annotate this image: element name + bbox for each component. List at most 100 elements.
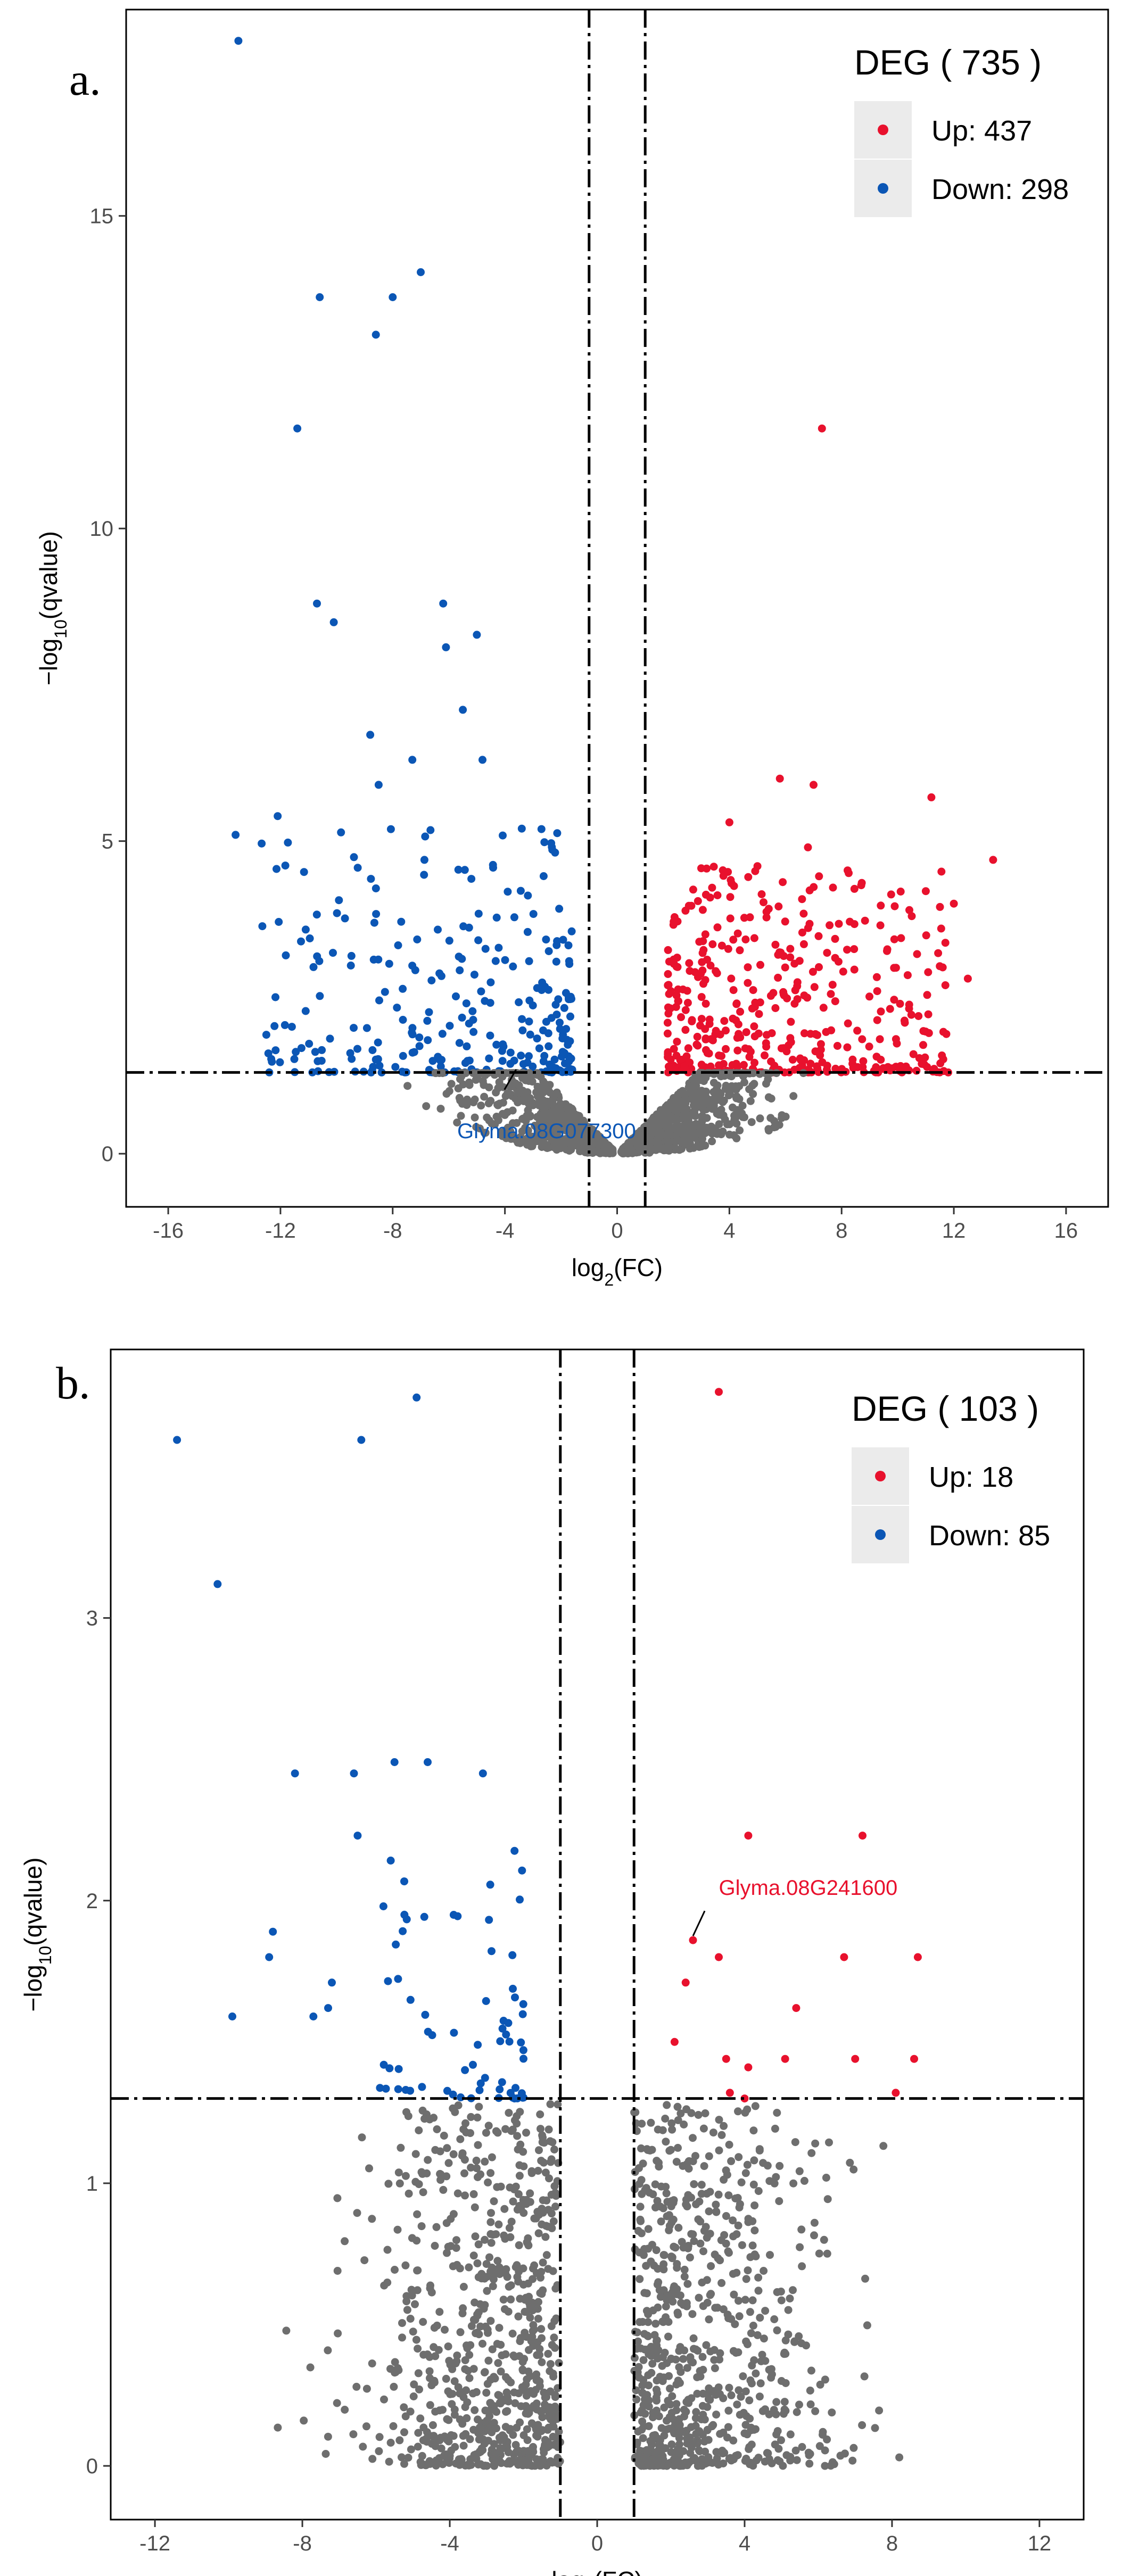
ns-point: [500, 2396, 508, 2405]
up-point: [810, 781, 818, 789]
down-point: [567, 927, 576, 935]
ns-point: [489, 2282, 497, 2290]
down-point: [519, 1060, 527, 1068]
up-point: [819, 1004, 828, 1012]
ns-point: [534, 2167, 542, 2175]
ns-point: [496, 1099, 504, 1108]
down-point: [424, 2027, 432, 2036]
ns-point: [650, 1127, 659, 1135]
ns-point: [798, 2443, 806, 2451]
ns-point: [754, 2273, 763, 2282]
up-point: [799, 940, 808, 948]
up-point: [706, 962, 715, 970]
ns-point: [729, 2436, 738, 2445]
up-point: [890, 935, 898, 943]
ns-point: [532, 2431, 540, 2440]
ns-point: [368, 2359, 376, 2368]
ns-point: [659, 2462, 667, 2470]
ns-point: [698, 2353, 707, 2361]
ns-point: [640, 2395, 649, 2404]
down-point: [529, 1001, 537, 1009]
ns-point: [709, 2128, 717, 2137]
ns-point: [715, 2116, 723, 2124]
down-point: [516, 1895, 524, 1904]
ns-point: [748, 1081, 757, 1090]
ns-point: [771, 2124, 779, 2133]
ns-point: [653, 2157, 661, 2165]
ns-point: [673, 1098, 681, 1107]
up-point: [702, 1035, 710, 1043]
ns-point: [511, 2399, 519, 2407]
ns-point: [744, 2266, 752, 2275]
down-point: [270, 1022, 279, 1030]
ns-point: [398, 2453, 406, 2462]
ns-point: [754, 2187, 763, 2195]
down-point: [213, 1580, 222, 1588]
ns-point: [488, 2345, 497, 2354]
ns-point: [706, 2188, 714, 2196]
ns-point: [674, 2116, 682, 2124]
down-point: [353, 864, 362, 872]
up-point: [892, 2089, 900, 2097]
ns-point: [698, 2455, 706, 2463]
ns-point: [391, 2358, 399, 2366]
up-point: [839, 967, 847, 976]
ns-point: [480, 2368, 489, 2376]
ns-point: [828, 2408, 836, 2417]
ns-point: [760, 2334, 768, 2343]
ns-point: [654, 2354, 662, 2363]
ns-point: [731, 1114, 740, 1122]
down-point: [477, 987, 485, 996]
up-point: [736, 946, 744, 955]
ns-point: [654, 2265, 662, 2273]
ns-point: [454, 2101, 463, 2109]
ns-point: [486, 2375, 495, 2384]
ns-point: [454, 2383, 463, 2391]
ns-point: [457, 2455, 465, 2463]
up-point: [749, 986, 757, 995]
ns-point: [774, 2445, 783, 2453]
down-point: [417, 268, 425, 276]
ns-point: [507, 2378, 515, 2387]
down-point: [262, 1031, 270, 1039]
down-point: [556, 1018, 564, 1027]
legend-label-down: Down: 85: [929, 1520, 1050, 1552]
up-point: [909, 1050, 918, 1058]
y-tick-label: 15: [90, 205, 114, 228]
ns-point: [770, 2315, 779, 2323]
down-point: [305, 1040, 313, 1048]
ns-point: [698, 1117, 706, 1126]
ns-point: [702, 1074, 710, 1082]
ns-point: [514, 2312, 523, 2321]
up-point: [715, 1953, 723, 1961]
up-point: [818, 1058, 827, 1066]
ns-point: [500, 2433, 508, 2441]
ns-point: [665, 2226, 673, 2234]
ns-point: [606, 1145, 614, 1153]
ns-point: [419, 2318, 427, 2326]
ns-point: [684, 1141, 692, 1149]
down-point: [394, 2065, 403, 2073]
ns-point: [409, 2327, 417, 2336]
ns-point: [736, 1126, 744, 1134]
up-point: [963, 974, 972, 983]
ns-point: [486, 2317, 495, 2325]
ns-point: [746, 2414, 754, 2423]
ns-point: [745, 2396, 754, 2405]
down-point: [518, 1866, 526, 1875]
down-point: [486, 978, 495, 987]
ns-point: [780, 2348, 789, 2357]
down-point: [501, 956, 509, 964]
ns-point: [654, 2125, 662, 2134]
down-point: [436, 1056, 444, 1065]
ns-point: [546, 2100, 555, 2108]
up-point: [757, 890, 766, 898]
ns-point: [637, 2408, 645, 2417]
ns-point: [667, 1124, 675, 1132]
down-point: [508, 1951, 517, 1959]
ns-point: [526, 2461, 534, 2469]
y-axis-title: −log10(qvalue): [19, 1857, 55, 2011]
ns-point: [800, 2176, 808, 2185]
up-point: [694, 897, 702, 905]
ns-point: [324, 2346, 332, 2355]
